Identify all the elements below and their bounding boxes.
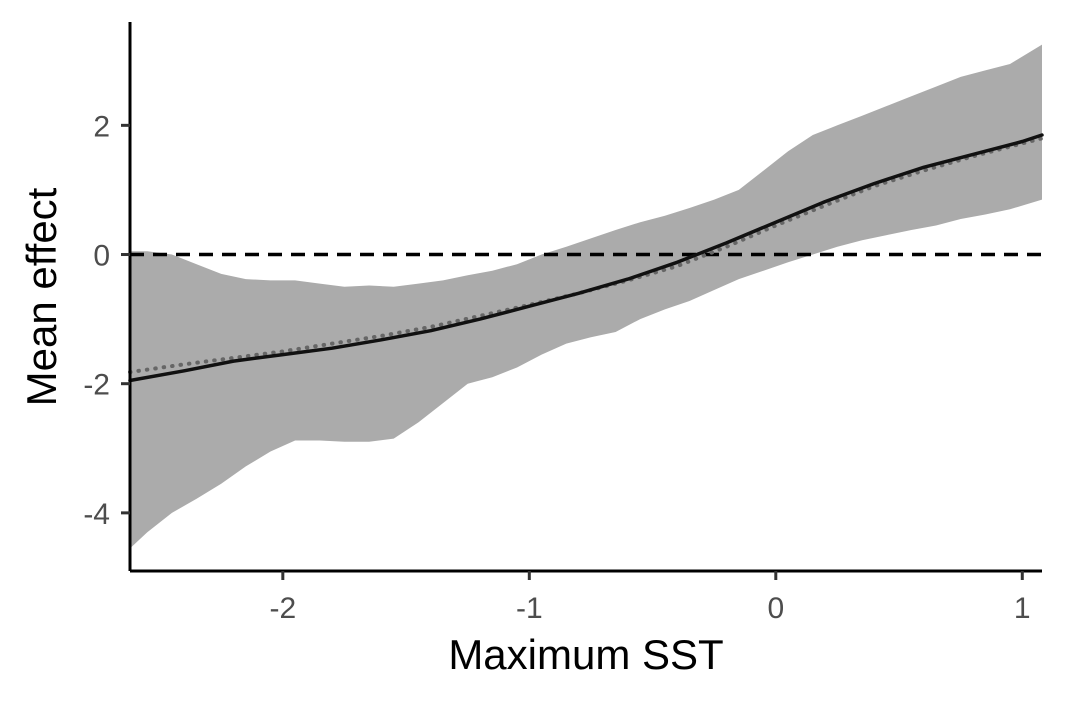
ticks-layer: -2 -1 0 1 -4 -2 0 2 <box>83 110 1030 625</box>
x-tick-label: 1 <box>1014 592 1031 625</box>
y-tick-label: 0 <box>93 240 110 273</box>
y-axis-title: Mean effect <box>18 187 65 406</box>
series-line-solid <box>128 133 1044 383</box>
y-tick-label: 2 <box>93 110 110 143</box>
confidence-ribbon <box>130 44 1042 549</box>
y-tick-label: -4 <box>83 498 110 531</box>
x-axis-title: Maximum SST <box>448 631 723 678</box>
series-line-dotted <box>128 136 1044 375</box>
x-tick-label: -1 <box>516 592 543 625</box>
y-tick-label: -2 <box>83 369 110 402</box>
confidence-ribbon-layer <box>130 44 1042 549</box>
series-layer <box>128 133 1044 383</box>
x-tick-label: 0 <box>767 592 784 625</box>
x-tick-label: -2 <box>269 592 296 625</box>
